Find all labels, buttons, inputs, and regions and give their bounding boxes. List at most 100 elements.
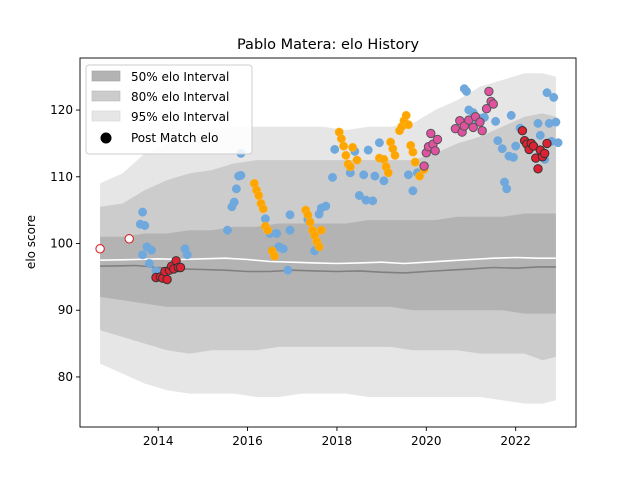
point-blue-57 bbox=[502, 184, 512, 194]
x-axis-ticks: 2014 2016 2018 2020 2022 bbox=[143, 427, 531, 448]
point-blue-63 bbox=[533, 118, 543, 128]
point-blue-71 bbox=[553, 138, 563, 148]
point-orange-23 bbox=[348, 142, 358, 152]
point-orange-28 bbox=[383, 168, 393, 178]
point-blue-43 bbox=[403, 170, 413, 180]
median-line bbox=[100, 264, 556, 274]
point-blue-13 bbox=[231, 184, 241, 194]
point-blue-36 bbox=[359, 170, 369, 180]
point-blue-32 bbox=[330, 144, 340, 154]
point-blue-54 bbox=[493, 136, 503, 146]
point-blue-12 bbox=[229, 197, 239, 207]
point-blue-60 bbox=[508, 152, 518, 162]
point-blue-39 bbox=[368, 196, 378, 206]
point-red-18 bbox=[533, 164, 543, 174]
legend-swatch-50 bbox=[91, 70, 121, 82]
point-red-16 bbox=[528, 141, 539, 151]
point-pink-5 bbox=[430, 146, 440, 156]
point-blue-53 bbox=[491, 116, 501, 126]
point-pink-17 bbox=[484, 86, 494, 97]
mean-line bbox=[100, 256, 556, 265]
point-blue-58 bbox=[506, 110, 516, 120]
point-blue-15 bbox=[236, 170, 246, 180]
point-pink-3 bbox=[426, 128, 436, 139]
x-tick-label-2022: 2022 bbox=[500, 434, 531, 448]
point-pink-0 bbox=[419, 161, 429, 171]
x-tick-label-2014: 2014 bbox=[143, 434, 174, 448]
point-blue-6 bbox=[144, 259, 154, 268]
point-white-1 bbox=[124, 234, 134, 244]
point-orange-2 bbox=[254, 191, 264, 200]
y-axis-label: elo score bbox=[24, 215, 38, 269]
plot-frame bbox=[79, 57, 577, 428]
point-blue-44 bbox=[408, 186, 418, 196]
point-blue-47 bbox=[462, 86, 471, 96]
point-blue-40 bbox=[370, 171, 380, 181]
point-orange-15 bbox=[314, 242, 324, 252]
point-blue-24 bbox=[285, 225, 295, 235]
point-orange-4 bbox=[258, 204, 268, 214]
point-orange-39 bbox=[410, 157, 420, 167]
point-orange-19 bbox=[339, 141, 349, 151]
legend-label-post-match: Post Match elo bbox=[131, 131, 218, 145]
data-points bbox=[95, 84, 563, 285]
point-blue-4 bbox=[147, 245, 156, 255]
point-orange-24 bbox=[352, 155, 362, 165]
legend-swatch-95 bbox=[91, 110, 121, 122]
point-red-22 bbox=[542, 138, 552, 149]
point-blue-0 bbox=[138, 207, 148, 217]
point-blue-30 bbox=[321, 201, 331, 211]
point-orange-22 bbox=[345, 162, 355, 172]
point-blue-31 bbox=[328, 172, 337, 182]
point-blue-35 bbox=[354, 191, 364, 200]
point-red-21 bbox=[540, 148, 550, 159]
interval-bands bbox=[100, 73, 556, 404]
point-orange-8 bbox=[269, 251, 279, 261]
point-pink-16 bbox=[481, 104, 492, 114]
point-red-10 bbox=[175, 262, 186, 273]
point-orange-38 bbox=[408, 147, 418, 157]
point-orange-35 bbox=[401, 110, 411, 120]
point-blue-42 bbox=[379, 176, 389, 186]
y-tick-label-100: 100 bbox=[50, 237, 73, 251]
legend-box bbox=[85, 64, 253, 155]
point-orange-26 bbox=[379, 154, 389, 164]
point-blue-66 bbox=[542, 88, 552, 98]
point-red-11 bbox=[517, 126, 528, 136]
point-blue-61 bbox=[511, 141, 521, 151]
elo-lines bbox=[100, 256, 556, 274]
point-orange-20 bbox=[341, 150, 351, 160]
chart-title: Pablo Matera: elo History bbox=[237, 37, 419, 53]
point-red-4 bbox=[162, 274, 172, 285]
point-blue-20 bbox=[272, 229, 282, 238]
point-orange-36 bbox=[403, 120, 413, 130]
point-blue-41 bbox=[374, 138, 384, 148]
point-orange-6 bbox=[263, 225, 273, 235]
point-blue-17 bbox=[260, 214, 270, 224]
point-white-0 bbox=[95, 244, 105, 254]
legend: 50% elo Interval 80% elo Interval 95% el… bbox=[85, 64, 253, 155]
x-tick-label-2016: 2016 bbox=[232, 434, 263, 448]
point-blue-9 bbox=[182, 250, 192, 260]
legend-label-50: 50% elo Interval bbox=[131, 70, 229, 84]
legend-label-80: 80% elo Interval bbox=[131, 90, 229, 104]
point-pink-15 bbox=[477, 126, 487, 136]
point-blue-70 bbox=[551, 117, 561, 127]
point-blue-69 bbox=[549, 92, 559, 102]
point-blue-2 bbox=[140, 221, 150, 230]
point-blue-38 bbox=[363, 145, 373, 155]
point-blue-5 bbox=[138, 250, 148, 260]
point-orange-31 bbox=[390, 150, 400, 160]
legend-label-95: 95% elo Interval bbox=[131, 110, 229, 124]
y-tick-label-90: 90 bbox=[58, 303, 73, 317]
y-axis-ticks: 80 90 100 110 120 bbox=[50, 103, 80, 384]
point-pink-14 bbox=[475, 117, 485, 127]
point-blue-25 bbox=[285, 210, 295, 220]
point-blue-55 bbox=[497, 144, 507, 154]
y-tick-label-120: 120 bbox=[50, 103, 73, 117]
point-blue-64 bbox=[535, 130, 545, 140]
point-orange-11 bbox=[305, 217, 315, 227]
point-blue-10 bbox=[223, 225, 232, 235]
x-tick-label-2020: 2020 bbox=[411, 434, 442, 448]
